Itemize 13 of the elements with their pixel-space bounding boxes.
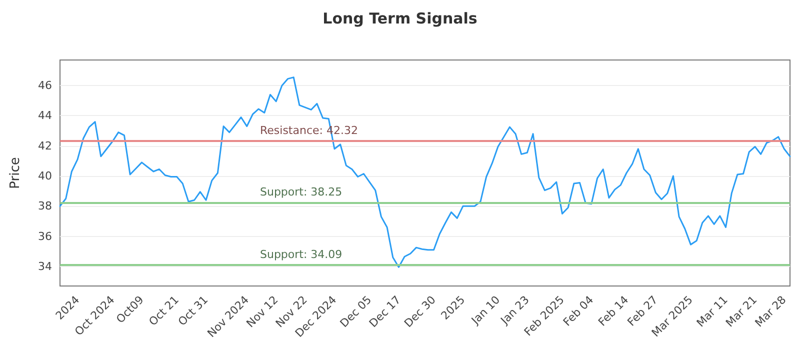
- ref-line-label: Support: 34.09: [260, 248, 342, 262]
- y-axis-title: Price: [8, 157, 23, 189]
- ref-line-label: Support: 38.25: [260, 185, 342, 198]
- y-tick-label: 34: [38, 260, 52, 273]
- y-tick-label: 36: [38, 230, 52, 243]
- y-tick-label: 42: [38, 139, 52, 152]
- x-tick-label: Dec 30: [402, 293, 438, 330]
- y-tick-label: 46: [38, 79, 52, 92]
- chart-title: Long Term Signals: [322, 10, 478, 28]
- y-tick-label: 38: [38, 200, 52, 213]
- y-tick-label: 40: [38, 170, 52, 183]
- line-series: [59, 76, 791, 268]
- y-tick-label: 44: [38, 109, 52, 122]
